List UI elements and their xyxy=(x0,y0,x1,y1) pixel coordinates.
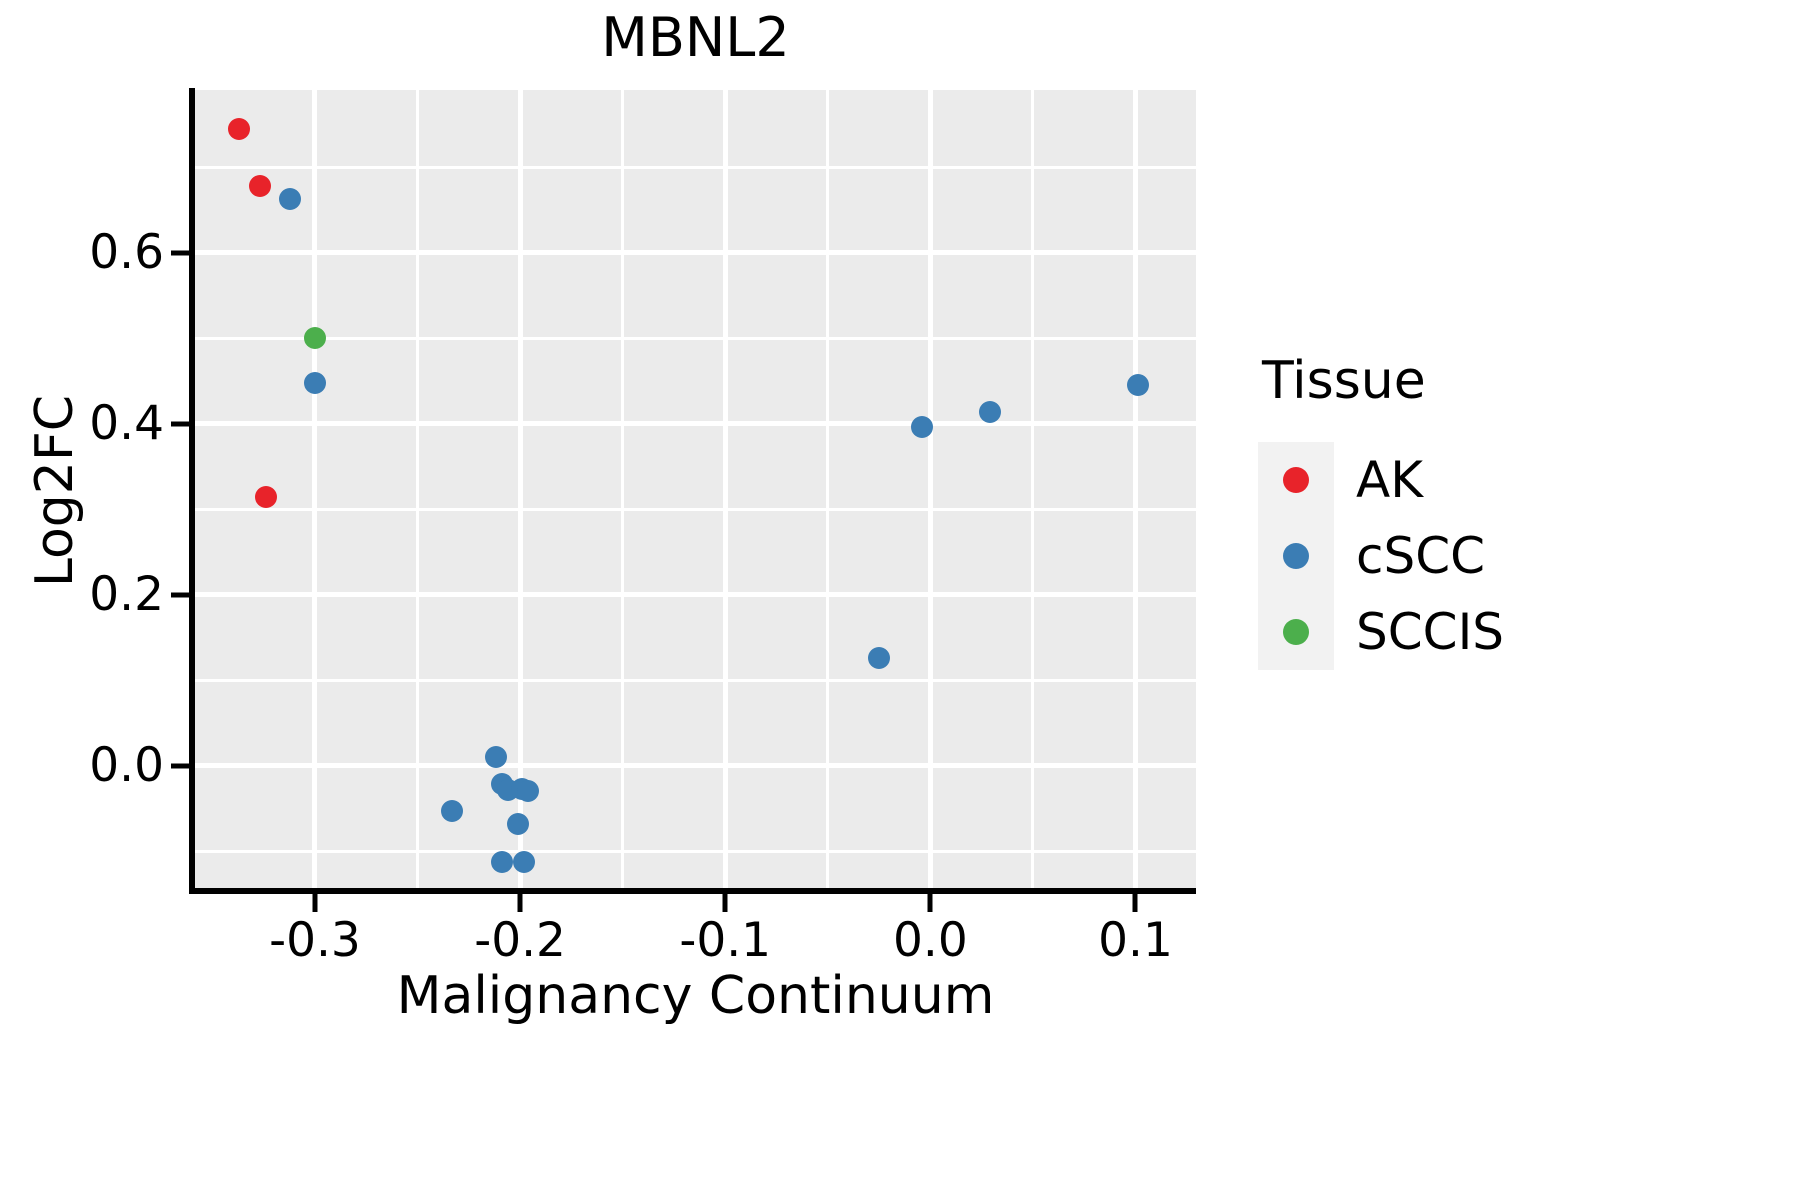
y-tick-mark xyxy=(171,250,189,256)
plot-panel xyxy=(195,90,1196,890)
x-axis-line xyxy=(189,888,1196,894)
data-point-cscc xyxy=(868,646,891,669)
page-title: MBNL2 xyxy=(601,6,790,69)
y-tick-mark xyxy=(171,592,189,598)
gridline-major-horizontal xyxy=(195,763,1196,769)
data-point-ak xyxy=(228,117,251,140)
legend-item-ak[interactable]: AK xyxy=(1258,442,1658,518)
x-tick-label: 0.1 xyxy=(1098,913,1173,968)
x-tick-label: -0.2 xyxy=(474,913,566,968)
legend-key-swatch xyxy=(1258,518,1334,594)
data-point-ak xyxy=(248,175,271,198)
gridline-minor-horizontal xyxy=(195,849,1196,853)
gridline-minor-vertical xyxy=(1031,90,1035,890)
x-tick-mark xyxy=(517,894,523,912)
x-tick-mark xyxy=(312,894,318,912)
data-point-cscc xyxy=(490,851,513,874)
legend-items: AK cSCC SCCIS xyxy=(1258,442,1658,670)
y-tick-label: 0.4 xyxy=(89,395,164,451)
data-point-cscc xyxy=(441,799,464,822)
x-tick-label: -0.3 xyxy=(269,913,361,968)
gridline-major-vertical xyxy=(722,90,728,890)
data-point-cscc xyxy=(507,812,530,835)
data-point-cscc xyxy=(517,780,540,803)
gridline-major-horizontal xyxy=(195,421,1196,427)
x-tick-mark xyxy=(722,894,728,912)
legend-key-swatch xyxy=(1258,442,1334,518)
panel-background xyxy=(195,90,1196,890)
gridline-major-vertical xyxy=(312,90,318,890)
gridline-minor-horizontal xyxy=(195,165,1196,169)
x-tick-label: 0.0 xyxy=(892,913,968,968)
x-tick-label: -0.1 xyxy=(679,913,772,968)
gridline-minor-vertical xyxy=(621,90,625,890)
data-point-cscc xyxy=(513,851,536,874)
legend-title: Tissue xyxy=(1262,351,1426,411)
gridline-major-horizontal xyxy=(195,250,1196,256)
gridline-minor-vertical xyxy=(416,90,420,890)
legend-dot-icon xyxy=(1283,467,1309,493)
gridline-major-horizontal xyxy=(195,592,1196,598)
gridline-minor-horizontal xyxy=(195,336,1196,340)
y-axis-title: Log2FC xyxy=(25,394,85,588)
legend-item-cscc[interactable]: cSCC xyxy=(1258,518,1658,594)
legend-item-label: AK xyxy=(1356,451,1423,509)
data-point-ak xyxy=(254,486,277,509)
data-point-sccis xyxy=(303,327,326,350)
legend-key-swatch xyxy=(1258,594,1334,670)
data-point-cscc xyxy=(303,371,326,394)
x-tick-mark xyxy=(927,894,933,912)
data-point-cscc xyxy=(911,416,934,439)
gridline-minor-vertical xyxy=(826,90,830,890)
legend-item-label: cSCC xyxy=(1356,527,1486,585)
x-tick-mark xyxy=(1132,894,1138,912)
data-point-cscc xyxy=(279,187,302,210)
gridline-major-vertical xyxy=(517,90,523,890)
data-point-cscc xyxy=(1126,374,1149,397)
y-tick-mark xyxy=(171,763,189,769)
gridline-major-vertical xyxy=(1132,90,1138,890)
y-tick-label: 0.2 xyxy=(89,566,164,622)
legend-dot-icon xyxy=(1283,619,1309,645)
legend-item-label: SCCIS xyxy=(1356,603,1505,661)
y-tick-label: 0.6 xyxy=(89,224,164,280)
data-point-cscc xyxy=(484,746,507,769)
y-axis-line xyxy=(189,88,195,894)
legend-item-sccis[interactable]: SCCIS xyxy=(1258,594,1658,670)
x-axis-title: Malignancy Continuum xyxy=(396,966,995,1026)
legend: Tissue AK cSCC SCCIS xyxy=(1258,350,1658,670)
y-tick-label: 0.0 xyxy=(89,737,164,793)
data-point-cscc xyxy=(978,400,1001,423)
data-points-layer xyxy=(195,90,1196,890)
gridline-minor-horizontal xyxy=(195,507,1196,511)
gridline-minor-horizontal xyxy=(195,678,1196,682)
y-tick-mark xyxy=(171,421,189,427)
legend-dot-icon xyxy=(1283,543,1309,569)
gridline-major-vertical xyxy=(927,90,933,890)
